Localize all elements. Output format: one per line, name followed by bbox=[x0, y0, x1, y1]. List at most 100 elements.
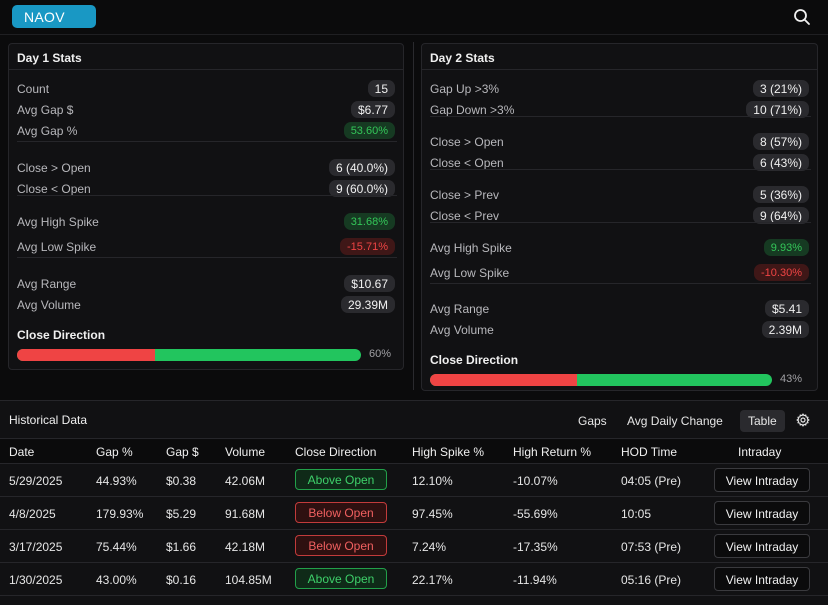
day1-stat-avg-range: Avg Range $10.67 bbox=[17, 274, 395, 294]
cell-date: 3/17/2025 bbox=[9, 540, 63, 554]
cell-gap-usd: $1.66 bbox=[166, 540, 197, 554]
day2-separator bbox=[430, 222, 811, 223]
cell-hod-time: 05:16 (Pre) bbox=[621, 573, 682, 587]
cell-hod-time: 10:05 bbox=[621, 507, 652, 521]
day2-close-direction-label: Close Direction bbox=[430, 353, 519, 367]
day2-stat-close-open: Close < Open 6 (43%) bbox=[430, 153, 809, 173]
day1-stat-close-open: Close > Open 6 (40.0%) bbox=[17, 158, 395, 178]
cell-high-return: -10.07% bbox=[513, 474, 558, 488]
col-close-direction[interactable]: Close Direction bbox=[295, 445, 377, 459]
stat-label: Avg Low Spike bbox=[17, 240, 97, 254]
stat-value: 5 (36%) bbox=[752, 186, 809, 203]
tab-avg-daily-change[interactable]: Avg Daily Change bbox=[627, 414, 723, 428]
ticker-badge[interactable]: NAOV bbox=[12, 5, 96, 28]
cell-high-return: -11.94% bbox=[513, 573, 557, 587]
search-icon[interactable] bbox=[792, 7, 812, 27]
cell-high-spike: 7.24% bbox=[412, 540, 447, 554]
cell-high-spike: 97.45% bbox=[412, 507, 453, 521]
cell-gap-pct: 43.00% bbox=[96, 573, 137, 587]
day1-stat-avg-high-spike: Avg High Spike 31.68% bbox=[17, 212, 395, 232]
stat-label: Close > Prev bbox=[430, 188, 500, 202]
day1-stat-count: Count 15 bbox=[17, 79, 395, 99]
tab-gaps[interactable]: Gaps bbox=[578, 414, 607, 428]
stat-value: 31.68% bbox=[343, 213, 395, 230]
stat-label: Close < Open bbox=[17, 182, 91, 196]
day2-stat-avg-high-spike: Avg High Spike 9.93% bbox=[430, 238, 809, 258]
panel-divider bbox=[413, 42, 414, 390]
col-high-spike[interactable]: High Spike % bbox=[412, 445, 485, 459]
day1-stat-avg-gap: Avg Gap % 53.60% bbox=[17, 121, 395, 141]
col-date[interactable]: Date bbox=[9, 445, 35, 459]
stat-label: Avg Gap $ bbox=[17, 103, 74, 117]
stat-value: 53.60% bbox=[343, 122, 395, 139]
historical-data-title: Historical Data bbox=[9, 413, 88, 427]
stat-value: $10.67 bbox=[344, 275, 395, 292]
view-intraday-button[interactable]: View Intraday bbox=[714, 501, 810, 525]
close-direction-badge: Above Open bbox=[295, 469, 387, 490]
table-row: 5/29/2025 44.93% $0.38 42.06M 12.10% -10.07% 0… bbox=[0, 464, 828, 497]
cell-gap-usd: $5.29 bbox=[166, 507, 197, 521]
stat-label: Gap Up >3% bbox=[430, 82, 500, 96]
stat-value: 2.39M bbox=[761, 321, 809, 338]
day2-separator bbox=[430, 116, 811, 117]
stat-value: 10 (71%) bbox=[746, 101, 809, 118]
cell-date: 1/30/2025 bbox=[9, 573, 63, 587]
col-high-return[interactable]: High Return % bbox=[513, 445, 592, 459]
cell-volume: 42.18M bbox=[225, 540, 266, 554]
day1-stat-avg-gap: Avg Gap $ $6.77 bbox=[17, 100, 395, 120]
day1-stat-close-open: Close < Open 9 (60.0%) bbox=[17, 179, 395, 199]
stat-label: Avg Range bbox=[17, 277, 77, 291]
col-gap-pct[interactable]: Gap % bbox=[96, 445, 133, 459]
day1-close-direction-pct: 60% bbox=[369, 348, 392, 360]
col-gap-usd[interactable]: Gap $ bbox=[166, 445, 199, 459]
stat-label: Avg Range bbox=[430, 302, 490, 316]
tab-table[interactable]: Table bbox=[740, 410, 785, 432]
view-intraday-button[interactable]: View Intraday bbox=[714, 534, 810, 558]
col-hod-time[interactable]: HOD Time bbox=[621, 445, 678, 459]
day2-separator bbox=[430, 283, 811, 284]
stat-value: -15.71% bbox=[340, 238, 395, 255]
cell-high-return: -55.69% bbox=[513, 507, 558, 521]
view-intraday-button[interactable]: View Intraday bbox=[714, 468, 810, 492]
stat-value: 29.39M bbox=[340, 296, 395, 313]
stat-label: Avg Volume bbox=[430, 323, 494, 337]
day2-stat-gap-up-3: Gap Up >3% 3 (21%) bbox=[430, 79, 809, 99]
col-volume[interactable]: Volume bbox=[225, 445, 266, 459]
day1-close-direction-label: Close Direction bbox=[17, 328, 106, 342]
cell-hod-time: 07:53 (Pre) bbox=[621, 540, 682, 554]
stat-label: Gap Down >3% bbox=[430, 103, 515, 117]
day2-close-direction-pct: 43% bbox=[780, 373, 803, 385]
stat-label: Avg Low Spike bbox=[430, 266, 510, 280]
day2-stat-avg-low-spike: Avg Low Spike -10.30% bbox=[430, 263, 809, 283]
table-header: Date Gap % Gap $ Volume Close Direction … bbox=[0, 438, 828, 464]
day2-stats-panel: Day 2 Stats Gap Up >3% 3 (21%) Gap Down >3… bbox=[421, 43, 818, 391]
stat-value: $5.41 bbox=[764, 300, 809, 317]
day2-title: Day 2 Stats bbox=[422, 44, 817, 70]
cell-date: 5/29/2025 bbox=[9, 474, 63, 488]
day2-close-direction-red-segment bbox=[430, 374, 578, 386]
table-row: 1/30/2025 43.00% $0.16 104.85M 22.17% -11.94%… bbox=[0, 563, 828, 596]
cell-gap-pct: 75.44% bbox=[96, 540, 137, 554]
stat-value: 6 (40.0%) bbox=[328, 159, 395, 176]
stat-label: Close < Prev bbox=[430, 209, 500, 223]
day2-stat-avg-volume: Avg Volume 2.39M bbox=[430, 320, 809, 340]
day2-stat-gap-down-3: Gap Down >3% 10 (71%) bbox=[430, 100, 809, 120]
close-direction-badge: Above Open bbox=[295, 568, 387, 589]
cell-date: 4/8/2025 bbox=[9, 507, 56, 521]
stat-value: 9 (60.0%) bbox=[328, 180, 395, 197]
table-row: 3/17/2025 75.44% $1.66 42.18M 7.24% -17.35% 07… bbox=[0, 530, 828, 563]
cell-gap-pct: 44.93% bbox=[96, 474, 137, 488]
day1-separator bbox=[17, 141, 397, 142]
day1-close-direction-red-segment bbox=[17, 349, 155, 361]
view-intraday-button[interactable]: View Intraday bbox=[714, 567, 810, 591]
table-row: 4/8/2025 179.93% $5.29 91.68M 97.45% -55.69% 1… bbox=[0, 497, 828, 530]
cell-high-spike: 22.17% bbox=[412, 573, 453, 587]
cell-volume: 91.68M bbox=[225, 507, 266, 521]
day1-separator bbox=[17, 195, 397, 196]
day2-stat-avg-range: Avg Range $5.41 bbox=[430, 299, 809, 319]
cell-volume: 42.06M bbox=[225, 474, 266, 488]
day1-close-direction-bar bbox=[17, 349, 361, 361]
gear-icon[interactable] bbox=[796, 413, 810, 427]
stat-label: Avg High Spike bbox=[17, 215, 99, 229]
historical-data-section: Historical Data Gaps Avg Daily Change Ta… bbox=[0, 400, 828, 605]
